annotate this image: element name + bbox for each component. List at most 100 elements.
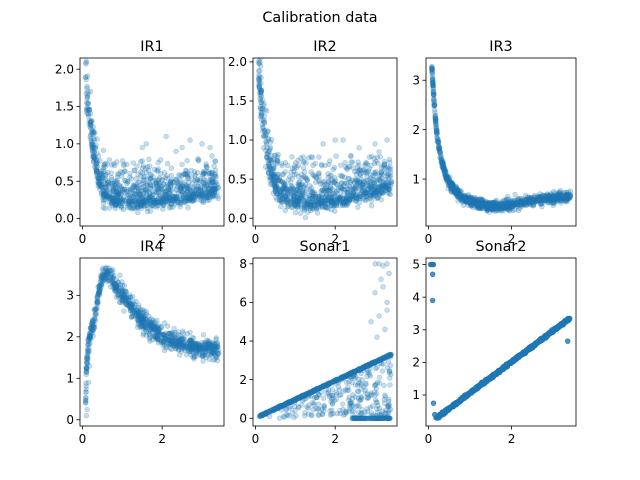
data-point (194, 177, 201, 183)
data-point (370, 191, 376, 198)
data-point (86, 348, 92, 354)
data-point (301, 207, 308, 213)
data-point (299, 205, 305, 211)
data-point (177, 191, 183, 198)
data-point (375, 184, 381, 190)
data-point (350, 195, 356, 202)
data-point (260, 125, 266, 131)
data-point (136, 179, 142, 185)
data-point (362, 190, 369, 197)
data-point (155, 189, 162, 195)
data-point (147, 182, 154, 188)
data-point (111, 196, 118, 202)
data-point (179, 188, 185, 195)
data-point (168, 196, 174, 203)
data-point (206, 186, 212, 192)
data-point (105, 180, 111, 186)
data-point (148, 171, 154, 178)
data-point (193, 186, 200, 192)
data-point (360, 178, 367, 184)
data-point (180, 194, 187, 201)
data-point (96, 181, 102, 187)
data-point (295, 198, 302, 204)
data-point (380, 179, 386, 186)
data-point (140, 199, 146, 206)
data-point (104, 195, 110, 201)
data-point (371, 184, 378, 190)
data-point (84, 85, 90, 91)
data-point (312, 191, 319, 197)
data-point (184, 195, 190, 201)
data-point (100, 189, 107, 196)
data-point (441, 170, 447, 177)
data-point (278, 198, 284, 205)
data-point (115, 292, 121, 299)
data-point (368, 198, 375, 204)
data-point (147, 176, 153, 182)
data-point (193, 184, 200, 190)
data-point (302, 214, 309, 221)
data-point (185, 194, 191, 201)
data-point (129, 185, 136, 191)
data-point (161, 170, 168, 176)
data-point (320, 188, 327, 194)
data-point (131, 191, 138, 197)
scatter-points (429, 63, 574, 215)
data-point (352, 177, 359, 184)
data-point (146, 198, 153, 204)
data-point (371, 187, 377, 194)
data-point (162, 188, 168, 195)
data-point (167, 187, 174, 193)
data-point (151, 203, 157, 210)
data-point (160, 197, 166, 203)
data-point (360, 195, 366, 202)
data-point (193, 197, 200, 203)
data-point (115, 191, 121, 197)
data-point (362, 162, 368, 169)
data-point (147, 208, 154, 214)
data-point (341, 202, 348, 209)
data-point (183, 198, 189, 204)
data-point (91, 145, 97, 151)
data-point (87, 124, 93, 130)
data-point (365, 182, 371, 188)
data-point (355, 179, 361, 185)
data-point (102, 276, 108, 283)
data-point (301, 158, 307, 165)
data-point (344, 180, 350, 187)
data-point (259, 111, 265, 117)
data-point (185, 183, 191, 190)
data-point (141, 200, 147, 207)
data-point (258, 89, 265, 96)
data-point (145, 182, 151, 188)
data-point (378, 170, 385, 176)
data-point (322, 204, 329, 211)
data-point (164, 173, 170, 179)
data-point (376, 176, 382, 183)
data-point (294, 186, 301, 192)
data-point (256, 61, 262, 67)
data-point (114, 190, 120, 197)
data-point (258, 89, 264, 95)
data-point (480, 199, 487, 206)
data-point (257, 113, 263, 120)
x-tick-label: 2 (158, 432, 166, 446)
data-point (179, 183, 185, 189)
data-point (167, 189, 173, 195)
data-point (87, 134, 93, 140)
data-point (139, 165, 146, 171)
data-point (368, 203, 375, 209)
data-point (290, 184, 296, 190)
data-point (315, 197, 321, 204)
data-point (147, 185, 154, 192)
data-point (256, 83, 262, 90)
data-point (83, 58, 90, 65)
data-point (376, 178, 383, 184)
data-point (155, 183, 161, 190)
data-point (140, 187, 147, 193)
data-point (144, 326, 150, 332)
data-point (136, 191, 143, 197)
data-point (153, 200, 160, 206)
data-point (104, 183, 111, 189)
